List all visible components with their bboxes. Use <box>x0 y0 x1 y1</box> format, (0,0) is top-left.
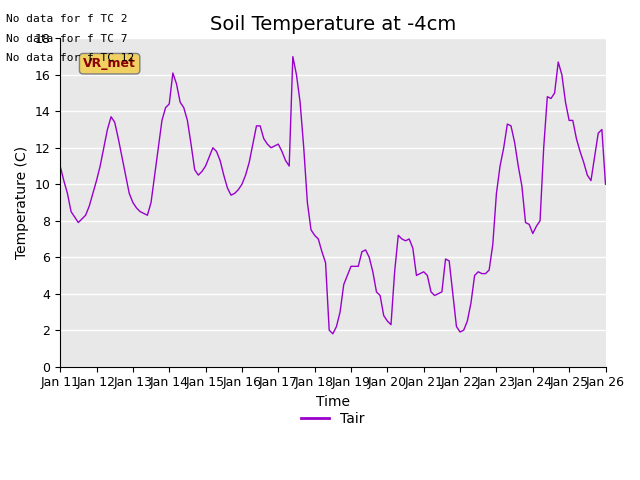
Legend: Tair: Tair <box>296 407 370 432</box>
Title: Soil Temperature at -4cm: Soil Temperature at -4cm <box>210 15 456 34</box>
X-axis label: Time: Time <box>316 395 350 409</box>
Y-axis label: Temperature (C): Temperature (C) <box>15 146 29 259</box>
Text: No data for f TC 2: No data for f TC 2 <box>6 14 128 24</box>
Text: VR_met: VR_met <box>83 57 136 70</box>
Text: No data for f TC 12: No data for f TC 12 <box>6 53 134 63</box>
Text: No data for f TC 7: No data for f TC 7 <box>6 34 128 44</box>
